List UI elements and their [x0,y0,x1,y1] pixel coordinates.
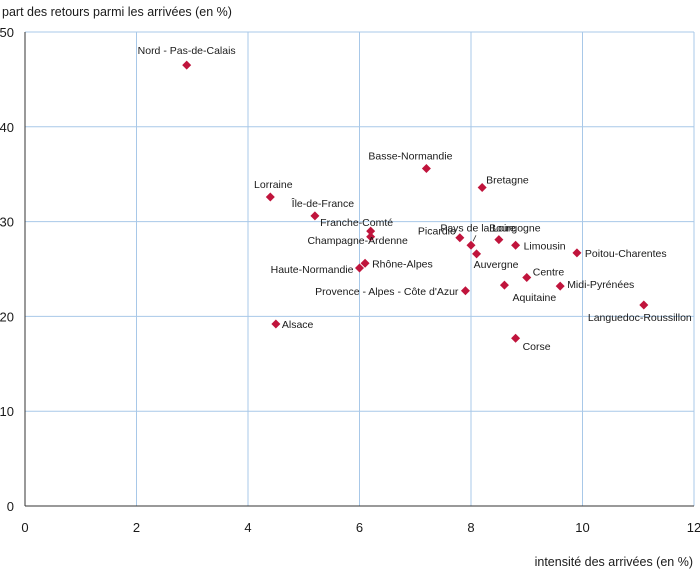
tick-labels: 0 2 4 6 8 10 12 0 10 20 30 40 50 [0,25,700,535]
point-label: Picardie [418,226,456,238]
point-label: Alsace [282,319,314,331]
point-label: Bourgogne [489,223,541,235]
data-point [265,192,275,202]
y-tick-label: 50 [0,25,14,40]
point-label: Lorraine [254,179,293,191]
data-point [639,300,649,310]
x-tick-label: 12 [687,520,700,535]
point-label: Limousin [524,240,566,252]
y-tick-label: 30 [0,215,14,230]
x-tick-label: 2 [133,520,140,535]
point-label: Languedoc-Roussillon [588,312,692,324]
point-label: Basse-Normandie [368,151,452,163]
point-labels: Nord - Pas-de-Calais Lorraine Île-de-Franc… [138,45,692,353]
point-label: Centre [533,267,565,279]
point-label: Rhône-Alpes [372,258,433,270]
data-point [460,286,470,296]
data-point [366,226,376,236]
point-label: Nord - Pas-de-Calais [138,45,236,57]
x-tick-label: 0 [21,520,28,535]
y-tick-label: 20 [0,309,14,324]
data-point [572,248,582,258]
data-point [182,60,192,70]
point-label: Aquitaine [512,292,556,304]
point-label: Corse [523,341,551,353]
x-tick-label: 4 [244,520,251,535]
point-label: Île-de-France [291,197,355,210]
grid [25,31,695,506]
data-point [477,182,487,192]
y-tick-label: 0 [7,499,14,514]
point-label: Provence - Alpes - Côte d'Azur [315,286,459,298]
data-point [494,235,504,245]
x-tick-label: 8 [467,520,474,535]
axes [24,32,694,507]
x-axis-title: intensité des arrivées (en %) [535,555,693,569]
point-label: Champagne-Ardenne [307,235,408,247]
point-label: Poitou-Charentes [585,248,667,260]
data-points [182,60,649,343]
data-point [472,249,482,259]
data-point [511,240,521,250]
data-point [360,258,370,268]
point-label: Pays de la Loire [440,222,515,234]
data-point [522,273,532,283]
data-point [499,280,509,290]
y-tick-label: 40 [0,120,14,135]
point-label: Auvergne [474,259,519,271]
data-point [455,233,465,243]
data-point [421,164,431,174]
leader-line [472,235,477,242]
point-label: Franche-Comté [320,217,393,229]
point-label: Bretagne [486,174,529,186]
point-label: Midi-Pyrénées [567,279,634,291]
data-point [366,232,376,242]
y-tick-label: 10 [0,404,14,419]
x-tick-label: 6 [356,520,363,535]
data-point [310,211,320,221]
data-point [355,263,364,273]
y-axis-title: part des retours parmi les arrivées (en … [2,5,232,19]
data-point [555,281,565,291]
point-label: Haute-Normandie [271,264,354,276]
data-point [271,319,281,329]
x-tick-label: 10 [575,520,589,535]
data-point [511,333,521,343]
data-point [466,240,476,250]
